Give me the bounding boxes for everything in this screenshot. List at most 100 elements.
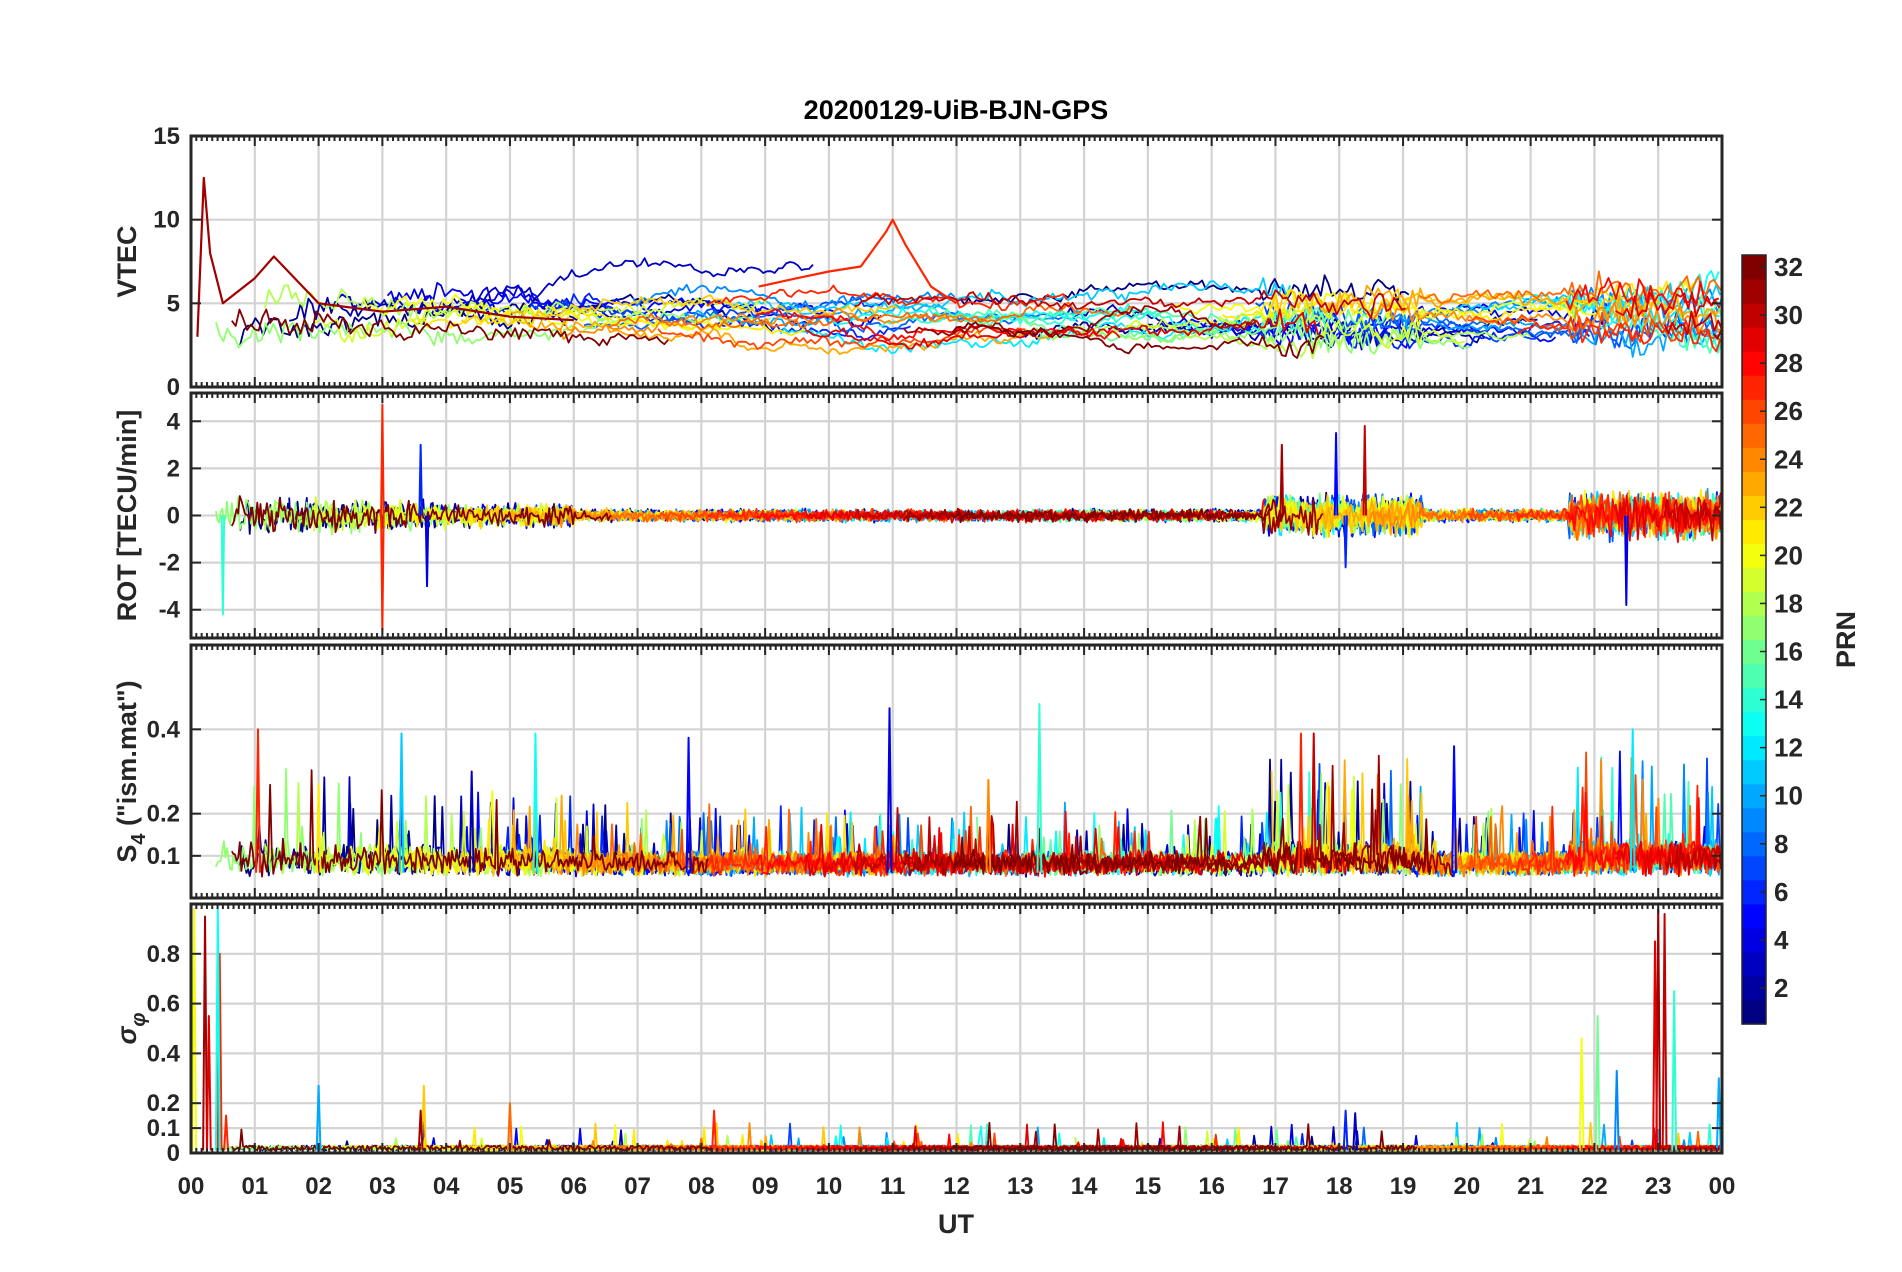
series-line-prn-23 [1319, 284, 1720, 328]
x-axis-label: UT [938, 1209, 974, 1239]
panel-1-ticks [190, 135, 1723, 388]
chart-title: 20200129-UiB-BJN-GPS [804, 95, 1109, 125]
x-tick-label: 22 [1581, 1173, 1608, 1200]
sigma-phi-spike [223, 1114, 229, 1151]
series-line-prn-32 [951, 321, 1325, 360]
s4-spike [255, 728, 261, 873]
series-line-prn-29 [1615, 291, 1720, 320]
x-tick-label: 23 [1645, 1173, 1672, 1200]
x-tick-label: 06 [560, 1173, 587, 1200]
series-line-prn-28 [1565, 791, 1722, 877]
series-line-prn-31-highlight [196, 176, 574, 337]
sigma-phi-spike [1652, 940, 1658, 1151]
colorbar-tick-label: 8 [1774, 829, 1788, 859]
colorbar-segment [1742, 759, 1766, 785]
panel-3-series [215, 703, 1722, 878]
s4-spike [468, 770, 475, 873]
s4-spike [1310, 732, 1317, 873]
y-tick-label: 0.8 [147, 941, 180, 968]
series-line-prn-1 [239, 293, 773, 346]
colorbar-segment [1742, 423, 1766, 448]
s4-spike [1036, 703, 1043, 873]
series-line-prn-25 [1418, 270, 1722, 305]
colorbar-segment [1742, 615, 1766, 641]
colorbar-segment [1742, 855, 1766, 881]
colorbar-label: PRN [1831, 611, 1861, 668]
colorbar-tick-label: 6 [1774, 877, 1788, 907]
ylabel-main: S [112, 845, 142, 863]
y-tick-label: 0 [167, 374, 180, 401]
x-tick-label: 04 [433, 1173, 460, 1200]
x-tick-label: 02 [305, 1173, 332, 1200]
colorbar-segment [1742, 327, 1766, 352]
panel-3: 0.10.20.4S4 ("ism.mat") [112, 643, 1724, 900]
rot-spike [1333, 432, 1339, 516]
colorbar-segment [1742, 471, 1766, 496]
x-tick-label: 20 [1453, 1173, 1480, 1200]
sigma-phi-spike [711, 1109, 718, 1151]
series-line-prn-28 [756, 308, 1121, 342]
s4-spike [886, 707, 893, 873]
series-line-prn-32 [952, 788, 1432, 876]
panel-2: -4 -2 0 2 4 ROT [TECU/min] [112, 391, 1724, 640]
sigma-phi-spike [202, 915, 208, 1151]
s4-spike [685, 736, 692, 873]
x-tick-label: 16 [1198, 1173, 1225, 1200]
series-line-prn-24 [1369, 301, 1722, 334]
colorbar-tick-label: 22 [1774, 492, 1803, 522]
colorbar-segment [1742, 999, 1766, 1025]
panel-2-ylabel: ROT [TECU/min] [112, 410, 142, 621]
x-tick-label: 18 [1326, 1173, 1353, 1200]
panel-4-grid [191, 904, 1722, 1155]
s4-spike [1298, 732, 1304, 873]
series-line-prn-17 [1025, 321, 1471, 355]
panel-3-ticks [190, 645, 1723, 898]
series-line-prn-32 [231, 308, 669, 347]
colorbar-segment [1742, 807, 1766, 833]
rot-spike [380, 403, 385, 516]
series-line-prn-20 [1172, 288, 1603, 328]
sigma-phi-spike [191, 907, 198, 1151]
x-tick-labels: 00 01 02 03 04 05 06 07 08 09 10 11 12 13 14 15 16 17 18 19… [178, 1173, 1736, 1200]
x-tick-label: 03 [369, 1173, 396, 1200]
y-tick-label: 0 [167, 1140, 180, 1167]
sigma-phi-spike [1671, 990, 1678, 1151]
series-line-prn-31 [902, 305, 1257, 338]
sigma-phi-spike [1613, 1069, 1620, 1151]
panel-3-ylabel: S4 ("ism.mat") [112, 680, 150, 862]
rot-spike [1624, 515, 1629, 607]
y-tick-label: 0.2 [147, 1090, 180, 1117]
y-tick-label: 15 [153, 123, 180, 150]
y-tick-label: 2 [167, 455, 180, 482]
panel-4-ylabel: σφ [112, 1013, 150, 1045]
rot-spike [424, 515, 430, 588]
colorbar-segment [1742, 279, 1766, 304]
series-line-prn-32 [951, 498, 1285, 524]
rot-spike [1362, 424, 1368, 516]
rot-spike [1279, 443, 1285, 516]
series-line-prn-25 [608, 301, 1134, 331]
x-tick-label: 07 [624, 1173, 651, 1200]
series-line-prn-21 [411, 306, 807, 337]
s4-spike [398, 732, 405, 873]
y-tick-label: -4 [159, 597, 181, 624]
s4-spike [1629, 728, 1636, 873]
series-line-prn-27 [1516, 316, 1721, 353]
series-line-prn-7 [534, 295, 891, 323]
colorbar-segment [1742, 663, 1766, 689]
x-tick-label: 08 [688, 1173, 715, 1200]
y-tick-label: -2 [159, 550, 180, 577]
sigma-phi-spike [205, 1015, 212, 1151]
series-line-prn-27 [706, 284, 1068, 312]
series-line-prn-24 [558, 307, 993, 341]
panel-4-ticks [190, 904, 1723, 1154]
colorbar-segment [1742, 519, 1766, 544]
series-line-prn-31 [1712, 855, 1722, 870]
s4-spike [1451, 745, 1457, 873]
colorbar-tick-label: 10 [1774, 781, 1803, 811]
rot-spike [1343, 515, 1348, 569]
colorbar-segment [1742, 951, 1766, 977]
colorbar-tick-label: 32 [1774, 252, 1803, 282]
y-tick-label: 0.6 [147, 991, 180, 1018]
sigma-phi-spike [315, 1084, 322, 1151]
